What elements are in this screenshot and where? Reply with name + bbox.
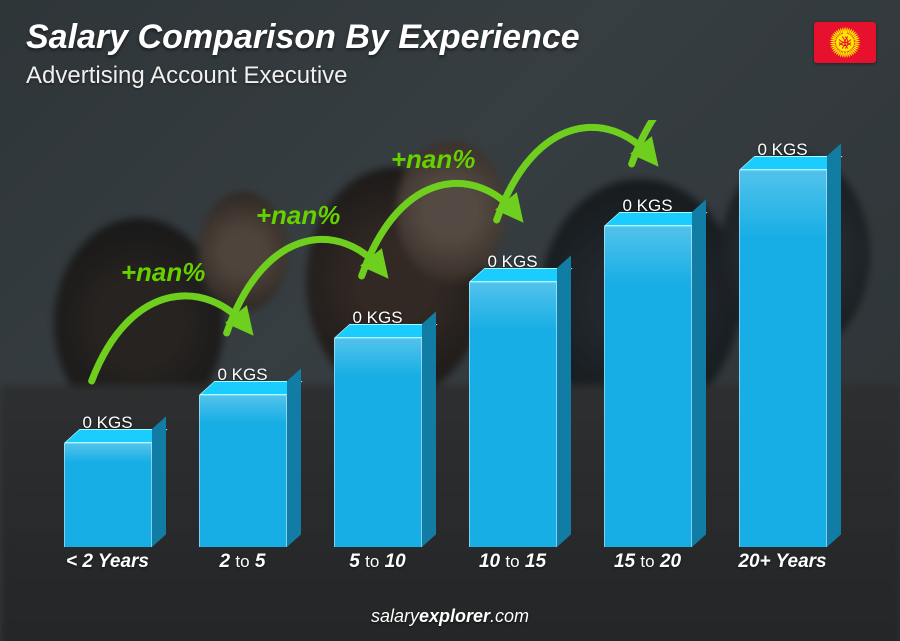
bar-front-face: [469, 282, 557, 547]
bar-front-face: [604, 226, 692, 547]
bar-slot: 0 KGS: [310, 308, 445, 547]
bar-side-face: [152, 416, 166, 547]
bar: [739, 170, 827, 547]
bar: [199, 395, 287, 547]
bar-slot: 0 KGS: [715, 140, 850, 547]
bar-side-face: [827, 143, 841, 547]
footer-text-suffix: .com: [490, 606, 529, 626]
bar: [604, 226, 692, 547]
chart-area: 0 KGS0 KGS0 KGS0 KGS0 KGS0 KGS +nan%+nan…: [40, 120, 850, 573]
bar-slot: 0 KGS: [445, 252, 580, 547]
bar-side-face: [422, 311, 436, 547]
bar-front-face: [739, 170, 827, 547]
category-label: 15 to 20: [580, 551, 715, 573]
category-label: < 2 Years: [40, 551, 175, 573]
category-label: 20+ Years: [715, 551, 850, 573]
bar-slot: 0 KGS: [175, 365, 310, 547]
country-flag-kyrgyzstan: [814, 22, 876, 63]
bar: [469, 282, 557, 547]
category-label: 2 to 5: [175, 551, 310, 573]
bar-side-face: [557, 255, 571, 547]
bar-slot: 0 KGS: [40, 413, 175, 547]
bar-side-face: [287, 368, 301, 547]
bar-front-face: [64, 443, 152, 547]
footer-text-prefix: salary: [371, 606, 419, 626]
footer-attribution: salaryexplorer.com: [0, 606, 900, 627]
bar-front-face: [334, 338, 422, 547]
bar: [64, 443, 152, 547]
footer-text-bold: explorer: [419, 606, 490, 626]
chart-title: Salary Comparison By Experience: [26, 18, 580, 57]
category-labels: < 2 Years2 to 55 to 1010 to 1515 to 2020…: [40, 551, 850, 573]
chart-subtitle: Advertising Account Executive: [26, 62, 348, 90]
bar-front-face: [199, 395, 287, 547]
bar-slot: 0 KGS: [580, 196, 715, 547]
bars-container: 0 KGS0 KGS0 KGS0 KGS0 KGS0 KGS: [40, 94, 850, 547]
bar-side-face: [692, 199, 706, 547]
category-label: 10 to 15: [445, 551, 580, 573]
bar: [334, 338, 422, 547]
category-label: 5 to 10: [310, 551, 445, 573]
infographic-canvas: Salary Comparison By Experience Advertis…: [0, 0, 900, 641]
